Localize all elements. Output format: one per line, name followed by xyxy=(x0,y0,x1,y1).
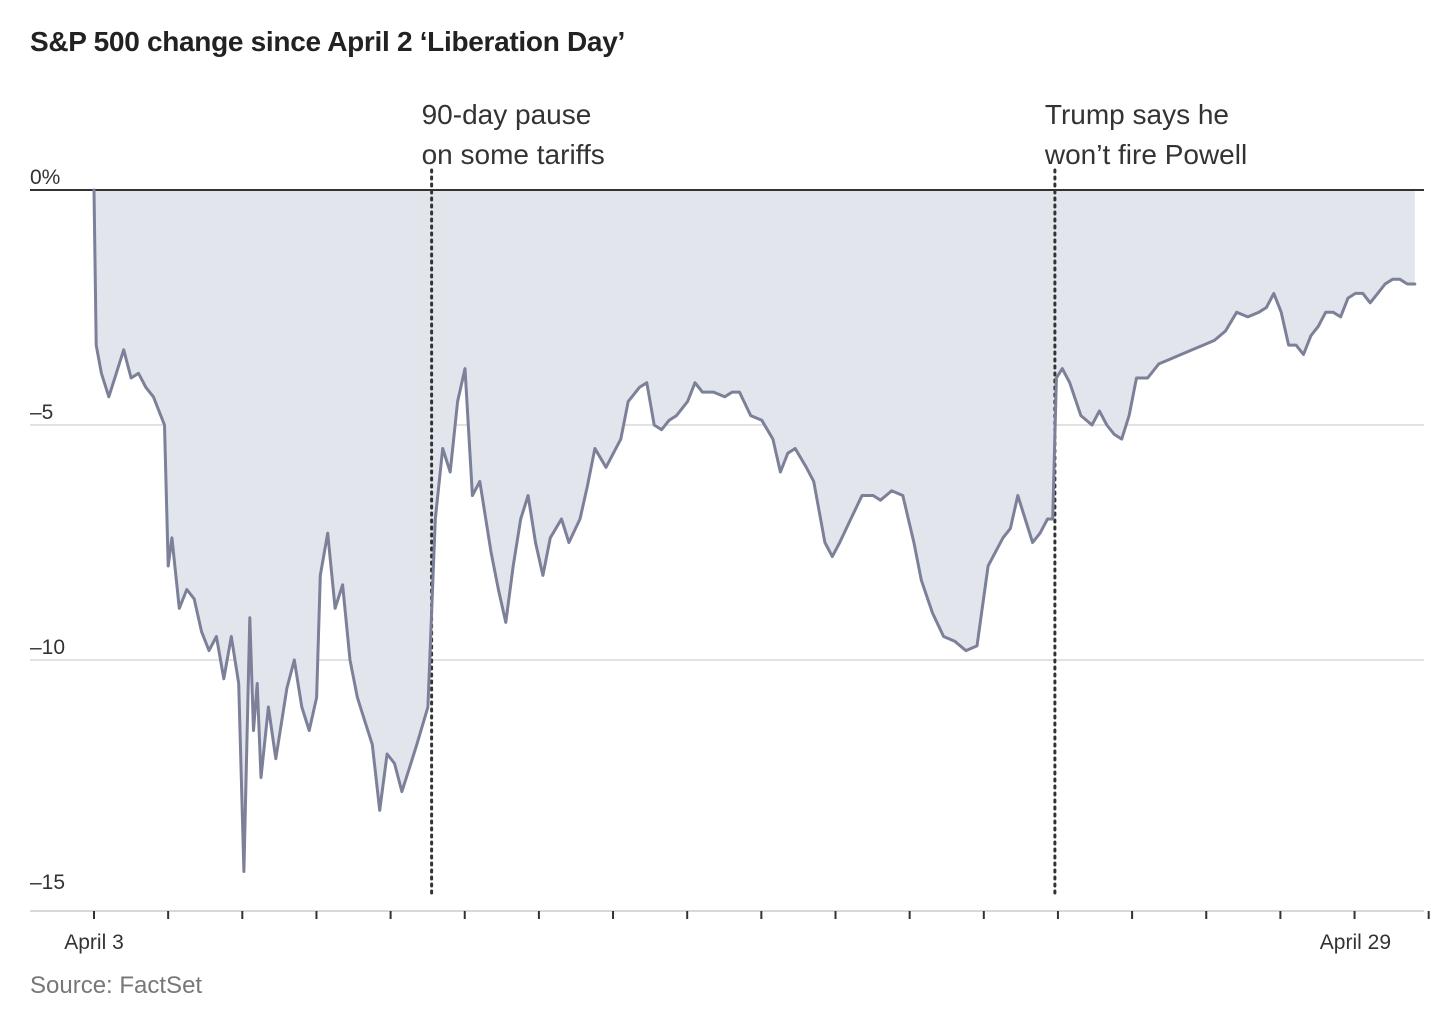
series-line xyxy=(92,188,1417,873)
annotation-text: won’t fire Powell xyxy=(1044,139,1247,170)
x-tick-label: April 3 xyxy=(64,931,124,954)
annotations: 90-day pause on some tariffs Trump says he… xyxy=(422,99,1247,896)
area-layer xyxy=(94,190,1415,872)
chart-title: S&P 500 change since April 2 ‘Liberation… xyxy=(30,26,625,57)
area-fill xyxy=(94,190,1415,872)
y-tick-label: 0% xyxy=(30,166,60,189)
y-tick-label: –10 xyxy=(30,636,65,659)
annotation-text: Trump says he xyxy=(1045,99,1229,130)
y-tick-label: –15 xyxy=(30,871,65,894)
y-axis-labels: 0% –5 –10 –15 xyxy=(30,166,65,894)
y-tick-label: –5 xyxy=(30,401,53,424)
annotation-text: 90-day pause xyxy=(422,99,592,130)
x-axis: April 3 April 29 xyxy=(64,911,1430,954)
line-layer xyxy=(92,188,1417,873)
x-tick-label: April 29 xyxy=(1320,931,1391,954)
source-note: Source: FactSet xyxy=(30,972,203,999)
annotation-text: on some tariffs xyxy=(422,139,605,170)
